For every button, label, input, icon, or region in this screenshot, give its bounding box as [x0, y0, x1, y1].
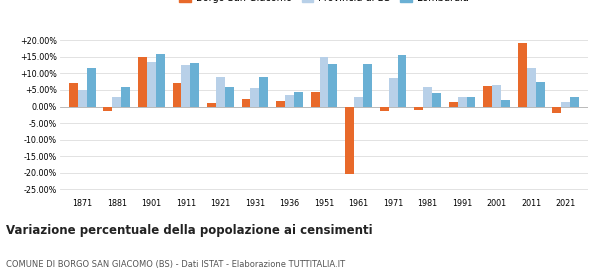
Bar: [449, 102, 458, 106]
Bar: [242, 99, 250, 106]
Bar: [69, 83, 78, 106]
Bar: [138, 57, 147, 106]
Bar: [328, 64, 337, 106]
Bar: [259, 77, 268, 106]
Legend: Borgo San Giacomo, Provincia di BS, Lombardia: Borgo San Giacomo, Provincia di BS, Lomb…: [179, 0, 469, 3]
Bar: [87, 68, 96, 106]
Bar: [561, 102, 570, 106]
Bar: [483, 86, 492, 106]
Bar: [518, 43, 527, 106]
Text: COMUNE DI BORGO SAN GIACOMO (BS) - Dati ISTAT - Elaborazione TUTTITALIA.IT: COMUNE DI BORGO SAN GIACOMO (BS) - Dati …: [6, 260, 345, 269]
Bar: [467, 97, 475, 106]
Bar: [207, 103, 216, 106]
Bar: [156, 54, 165, 106]
Bar: [570, 97, 579, 106]
Bar: [285, 95, 294, 106]
Bar: [492, 85, 501, 106]
Bar: [320, 57, 328, 106]
Bar: [552, 106, 561, 113]
Bar: [458, 97, 467, 106]
Bar: [112, 97, 121, 106]
Bar: [354, 97, 363, 106]
Bar: [345, 106, 354, 174]
Bar: [363, 64, 372, 106]
Bar: [294, 92, 303, 106]
Bar: [276, 101, 285, 106]
Bar: [389, 78, 398, 106]
Bar: [121, 87, 130, 106]
Bar: [173, 83, 181, 106]
Bar: [216, 77, 225, 106]
Bar: [78, 90, 87, 106]
Bar: [501, 100, 510, 106]
Bar: [380, 106, 389, 111]
Text: Variazione percentuale della popolazione ai censimenti: Variazione percentuale della popolazione…: [6, 224, 373, 237]
Bar: [181, 65, 190, 106]
Bar: [225, 87, 234, 106]
Bar: [423, 87, 432, 106]
Bar: [311, 92, 320, 106]
Bar: [432, 93, 441, 106]
Bar: [103, 106, 112, 111]
Bar: [414, 106, 423, 110]
Bar: [398, 55, 406, 106]
Bar: [147, 62, 156, 106]
Bar: [190, 63, 199, 106]
Bar: [536, 82, 545, 106]
Bar: [250, 88, 259, 106]
Bar: [527, 68, 536, 106]
